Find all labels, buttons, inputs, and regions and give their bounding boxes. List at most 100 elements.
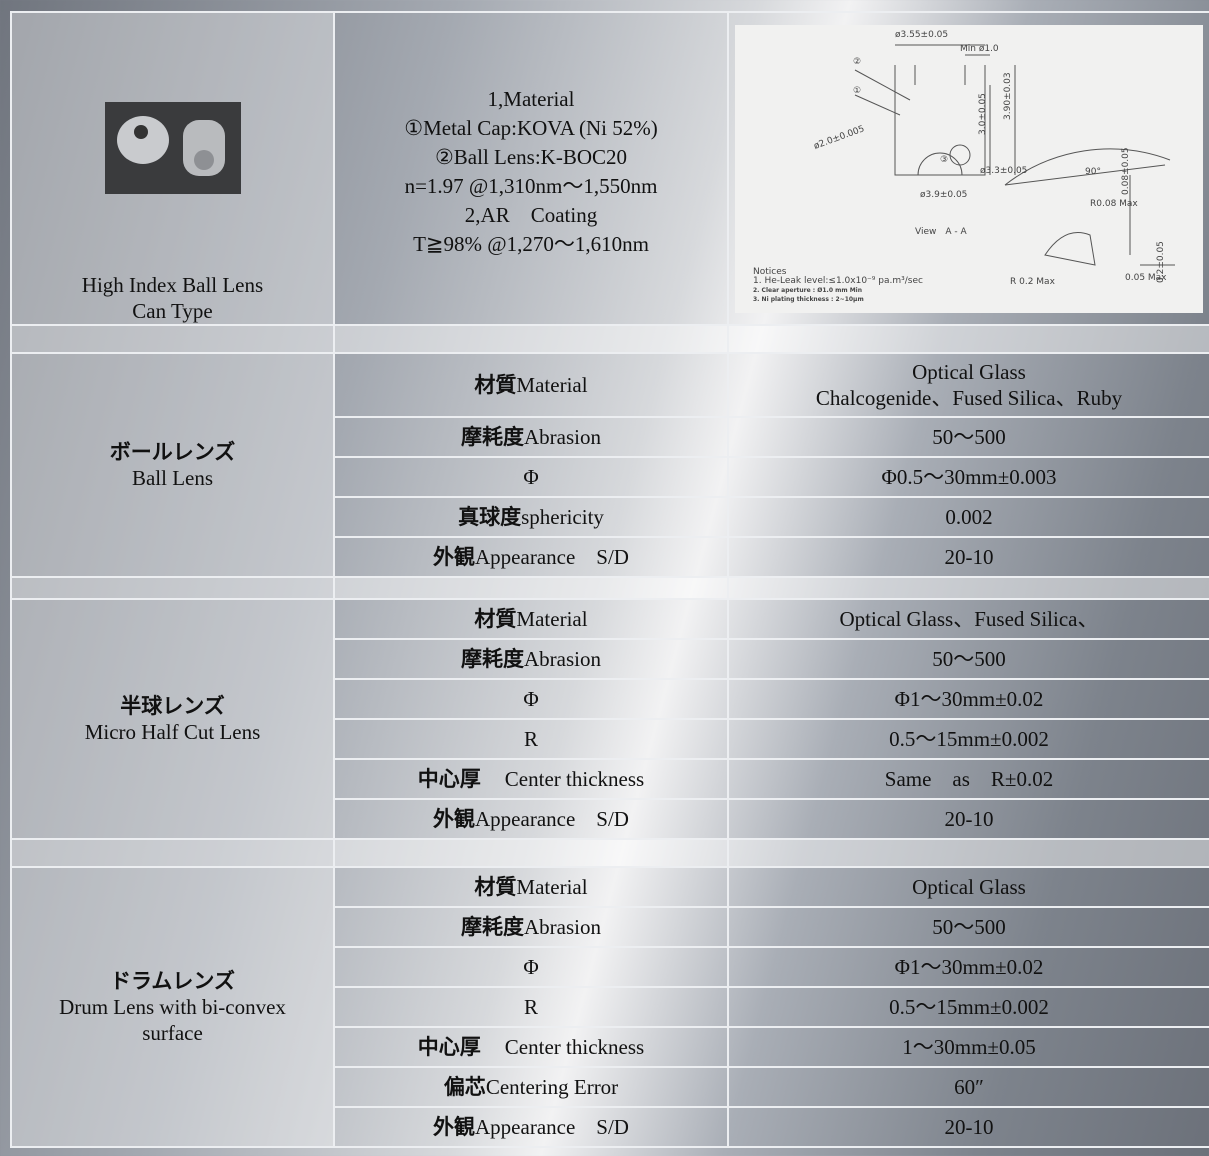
spacer-cell [10, 838, 335, 868]
spec-label: 材質Material [333, 352, 729, 418]
spec-value: 50～500 [727, 638, 1209, 680]
drawing-line [917, 152, 963, 175]
value-line: Chalcogenide、Fused Silica、Ruby [815, 386, 1123, 410]
spec-value: Same as R±0.02 [727, 758, 1209, 800]
spacer-cell [333, 838, 729, 868]
label-en: Appearance S/D [475, 545, 629, 569]
value-line: 50～500 [932, 915, 1006, 939]
label-ja: 摩耗度 [461, 915, 524, 939]
label-en: Abrasion [524, 915, 601, 939]
label-en: Appearance S/D [475, 807, 629, 831]
spec-row: 外観Appearance S/D 20-10 [11, 1106, 1209, 1148]
spec-value: Φ1～30mm±0.02 [727, 678, 1209, 720]
product-photo [104, 102, 241, 194]
spacer-cell [727, 838, 1209, 868]
drawing-label: Min ø1.0 [960, 44, 999, 54]
drawing-line [989, 64, 1016, 175]
spec-value: 20-10 [727, 1106, 1209, 1148]
value-line: Optical Glass [912, 360, 1026, 384]
spec-row: R 0.5～15mm±0.002 [11, 986, 1209, 1028]
spec-value: 0.5～15mm±0.002 [727, 986, 1209, 1028]
product-name: High Index Ball Lens [81, 273, 264, 297]
spec-value: 0.5～15mm±0.002 [727, 718, 1209, 760]
section-name-cell: ドラムレンズ Drum Lens with bi-convex surface [10, 866, 335, 1148]
drawing-label: 90° [1085, 167, 1101, 177]
spec-label: 材質Material [333, 598, 729, 640]
value-line: Φ1～30mm±0.02 [894, 687, 1044, 711]
spec-label: 外観Appearance S/D [333, 536, 729, 578]
label-ja: 中心厚 [417, 1035, 481, 1059]
cap-1 [116, 116, 169, 164]
drawing-label: R 0.2 Max [1010, 277, 1056, 287]
label-en: R [523, 995, 538, 1019]
section-name-cell: ボールレンズ Ball Lens [10, 352, 335, 578]
spec-label: 偏芯Centering Error [333, 1066, 729, 1108]
spec-line: 1,Material [487, 87, 575, 111]
spec-row: 外観Appearance S/D 20-10 [11, 536, 1209, 578]
value-line: Φ0.5～30mm±0.003 [881, 465, 1057, 489]
drawing-label: R0.08 Max [1090, 199, 1138, 209]
spec-line: ②Ball Lens:K-BOC20 [434, 145, 628, 169]
spec-row: ボールレンズ Ball Lens 材質Material Optical Glass Ch… [10, 352, 1209, 578]
label-ja: 摩耗度 [461, 647, 524, 671]
drawing-label: 3.90±0.03 [1003, 72, 1013, 120]
label-en: Center thickness [504, 1035, 645, 1059]
spec-value: 50～500 [727, 906, 1209, 948]
spec-row: 半球レンズ Micro Half Cut Lens 材質Material Optica… [10, 598, 1209, 840]
cap-1-hole [133, 125, 148, 139]
product-name: Can Type [132, 299, 213, 323]
value-line: 20-10 [944, 807, 994, 831]
label-en: sphericity [521, 505, 604, 529]
product-cell: High Index Ball Lens Can Type [10, 11, 335, 326]
spec-row: 中心厚 Center thickness Same as R±0.02 [11, 758, 1209, 800]
label-en: Material [516, 607, 588, 631]
section-name-en: Drum Lens with bi-convex surface [59, 995, 286, 1045]
spec-row: 摩耗度Abrasion 50～500 [11, 416, 1209, 458]
drawing-label: 0.05 Max [1125, 273, 1167, 283]
spec-row: Φ Φ1～30mm±0.02 [11, 678, 1209, 720]
spec-line: T≧98% @1,270～1,610nm [413, 232, 649, 256]
label-ja: 材質 [474, 373, 517, 397]
spec-row: 外観Appearance S/D 20-10 [11, 798, 1209, 840]
spec-label: 中心厚 Center thickness [333, 1026, 729, 1068]
drawing-label: ø3.9±0.05 [920, 190, 967, 200]
drawing-label: ③ [940, 155, 948, 165]
section-name-cell: 半球レンズ Micro Half Cut Lens [10, 598, 335, 840]
spec-row: 偏芯Centering Error 60″ [11, 1066, 1209, 1108]
value-line: 20-10 [944, 545, 994, 569]
spacer-cell [10, 324, 335, 354]
drawing-line [1004, 164, 1166, 185]
spacer-cell [333, 324, 729, 354]
spec-value: 60″ [727, 1066, 1209, 1108]
drawing-label: ② [853, 57, 861, 67]
spec-label: 摩耗度Abrasion [333, 638, 729, 680]
spec-label: R [333, 986, 729, 1028]
cap-2-lens [193, 150, 214, 170]
spacer-cell [727, 576, 1209, 600]
label-en: Center thickness [504, 767, 645, 791]
spec-label: 摩耗度Abrasion [333, 906, 729, 948]
spec-label: Φ [333, 456, 729, 498]
drawing-bg [735, 24, 1203, 313]
label-ja: 材質 [474, 875, 517, 899]
value-line: 50～500 [932, 647, 1006, 671]
spacer-cell [333, 576, 729, 600]
drawing-line [914, 64, 966, 85]
drawing-line [1004, 147, 1171, 185]
drawing-label: ① [853, 86, 861, 96]
spec-value: 0.002 [727, 496, 1209, 538]
label-en: Φ [523, 687, 539, 711]
label-en: R [523, 727, 538, 751]
label-en: Material [516, 875, 588, 899]
spec-row: 中心厚 Center thickness 1～30mm±0.05 [11, 1026, 1209, 1068]
value-line: 0.002 [945, 505, 993, 529]
spec-cell: 1,Material ①Metal Cap:KOVA (Ni 52%) ②Ball … [333, 11, 729, 326]
spec-row: Φ Φ0.5～30mm±0.003 [11, 456, 1209, 498]
section-name-en: Micro Half Cut Lens [84, 720, 261, 744]
label-ja: 真球度 [458, 505, 522, 529]
section-name-en: Ball Lens [131, 466, 214, 490]
spec-table-wrap: High Index Ball Lens Can Type 1,Material ①M… [10, 11, 1209, 1148]
spec-row: 真球度sphericity 0.002 [11, 496, 1209, 538]
drawing-line [1044, 231, 1096, 266]
